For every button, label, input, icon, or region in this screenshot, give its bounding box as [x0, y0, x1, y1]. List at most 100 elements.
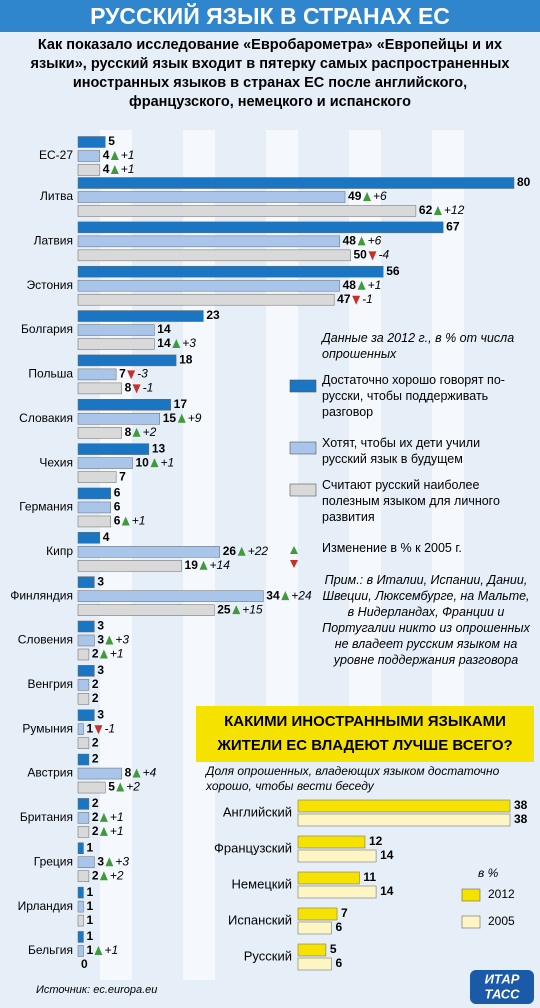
- value-label: 2: [92, 810, 99, 824]
- change-label: +1: [368, 278, 382, 292]
- bar: [77, 501, 111, 514]
- value-label: 12: [369, 834, 383, 848]
- category-label: Чехия: [39, 455, 73, 469]
- change-arrow: [357, 236, 366, 246]
- unit-label: в %: [478, 866, 499, 880]
- value-label: 6: [114, 514, 121, 528]
- change-label: +3: [115, 633, 129, 647]
- value-label: 2: [92, 868, 99, 882]
- bar: [77, 856, 95, 868]
- value-label: 7: [341, 906, 348, 920]
- value-label: 4: [103, 530, 110, 544]
- category-label: Болгария: [21, 322, 73, 336]
- bar: [77, 399, 171, 411]
- bar: [77, 620, 95, 633]
- legend-swatch: [289, 379, 317, 393]
- bar: [77, 338, 155, 350]
- value-label: 38: [514, 798, 528, 812]
- bar: [77, 886, 84, 899]
- value-label: 1: [86, 721, 93, 735]
- change-arrow: [199, 560, 208, 570]
- bar: [77, 265, 384, 278]
- category-label: Кипр: [46, 544, 73, 558]
- change-arrow: [94, 945, 103, 955]
- change-label: +3: [182, 336, 196, 350]
- value-label: 11: [363, 870, 376, 884]
- category-label: Английский: [223, 804, 292, 819]
- value-label: 6: [114, 500, 121, 514]
- bar: [77, 150, 101, 162]
- value-label: 13: [152, 441, 166, 455]
- bar: [77, 249, 351, 262]
- legend-label: Достаточно хорошо говорят по-русски, что…: [322, 373, 505, 419]
- bar: [77, 560, 182, 572]
- value-label: 1: [86, 943, 93, 957]
- source: Источник: ec.europa.eu: [36, 984, 157, 996]
- category-label: Греция: [34, 854, 73, 868]
- change-arrow: [127, 370, 136, 380]
- change-label: +22: [248, 544, 269, 558]
- change-arrow: [99, 649, 108, 659]
- change-arrow: [172, 339, 181, 349]
- category-label: Словения: [18, 633, 73, 647]
- value-label: 80: [517, 175, 531, 189]
- bar: [77, 798, 90, 810]
- value-label: 18: [179, 353, 193, 367]
- change-label: +1: [132, 514, 146, 528]
- value-label: 15: [163, 411, 177, 425]
- value-label: 47: [337, 292, 351, 306]
- bar: [77, 293, 335, 306]
- value-label: 3: [97, 619, 104, 633]
- legend-label: Хотят, чтобы их дети учили русский язык …: [322, 436, 481, 466]
- bar: [77, 515, 111, 528]
- change-label: +3: [115, 854, 129, 868]
- bar: [77, 354, 177, 367]
- bar: [297, 907, 338, 921]
- value-label: 1: [86, 929, 93, 943]
- category-label: Латвия: [34, 234, 73, 248]
- bar: [297, 921, 332, 935]
- change-label: +1: [121, 162, 135, 176]
- bar: [77, 767, 122, 780]
- value-label: 3: [97, 854, 104, 868]
- bar: [297, 885, 377, 899]
- bar: [77, 177, 515, 189]
- bar: [77, 136, 106, 148]
- change-label: +1: [110, 824, 124, 838]
- value-label: 34: [266, 588, 280, 602]
- change-label: -1: [104, 721, 115, 735]
- bar: [77, 900, 84, 913]
- category-label: Русский: [244, 948, 292, 963]
- value-label: 14: [157, 322, 171, 336]
- legend-label: 2005: [488, 914, 515, 928]
- bar: [297, 849, 377, 863]
- value-label: 19: [185, 558, 199, 572]
- change-arrow: [132, 427, 141, 437]
- change-arrow: [281, 591, 290, 601]
- bar: [77, 665, 95, 677]
- change-arrow: [132, 384, 141, 394]
- category-label: Словакия: [19, 411, 73, 425]
- bar: [77, 709, 95, 721]
- value-label: 6: [114, 486, 121, 500]
- legend-swatch: [289, 483, 317, 497]
- bar: [77, 471, 117, 483]
- logo-bg: [470, 970, 534, 1004]
- bar: [77, 870, 90, 882]
- change-arrow: [368, 251, 377, 261]
- value-label: 1: [86, 899, 93, 913]
- bar: [77, 679, 90, 691]
- bar: [77, 310, 204, 322]
- bar: [77, 753, 90, 766]
- value-label: 5: [108, 134, 115, 148]
- value-label: 2: [92, 677, 99, 691]
- value-label: 2: [92, 796, 99, 810]
- legend-label: Считают русский наиболее полезным языком…: [322, 478, 500, 524]
- value-label: 14: [380, 848, 394, 862]
- bar: [77, 546, 220, 558]
- change-arrow: [357, 280, 366, 290]
- change-arrow: [150, 458, 159, 468]
- value-label: 23: [206, 308, 220, 322]
- bar: [77, 914, 84, 927]
- legend-label: 2012: [488, 887, 515, 901]
